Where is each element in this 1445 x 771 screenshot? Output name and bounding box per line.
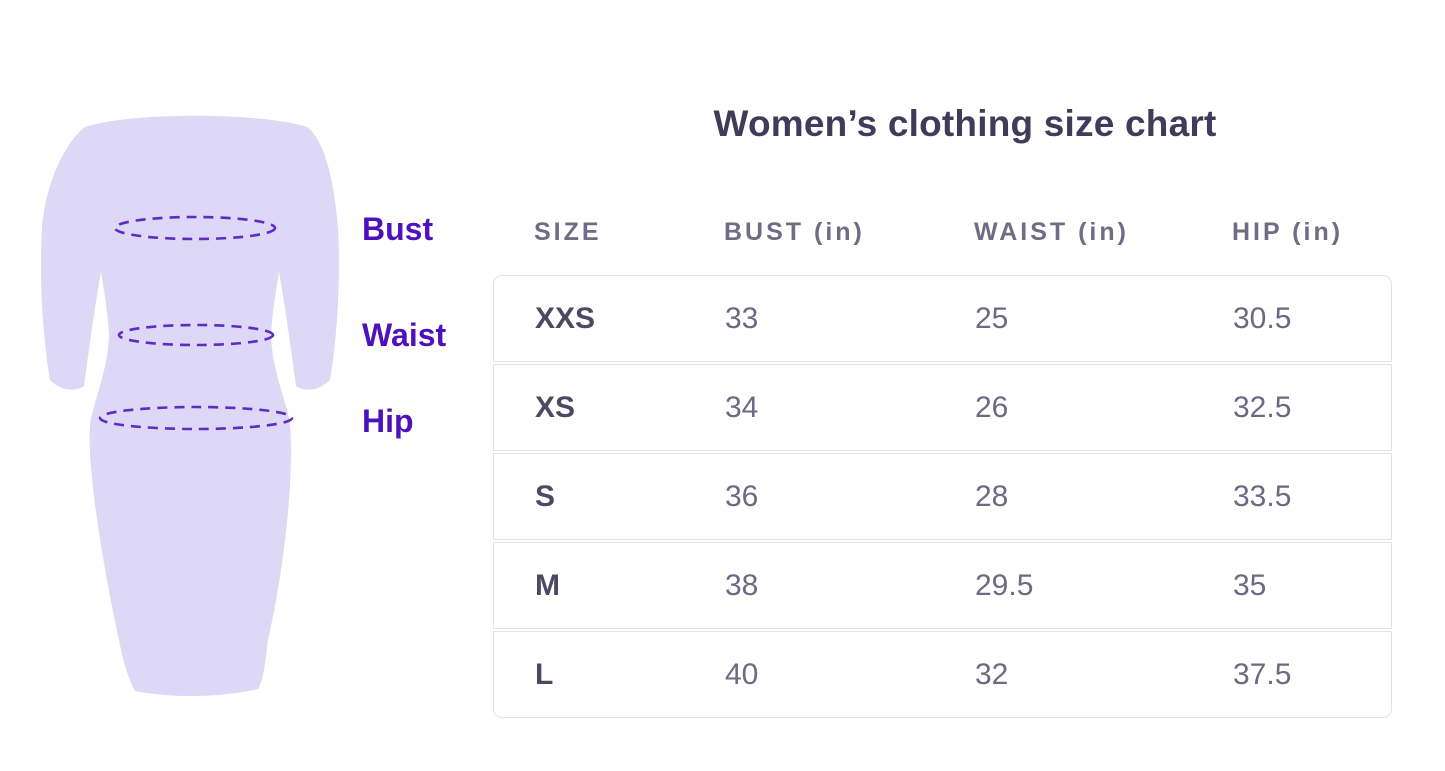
dress-illustration — [40, 115, 340, 697]
table-row-m: M 38 29.5 35 — [493, 542, 1392, 629]
size-cell: L — [535, 657, 554, 691]
size-cell: XS — [535, 390, 576, 424]
hip-cell: 32.5 — [1233, 390, 1292, 424]
header-size: SIZE — [534, 218, 602, 246]
size-cell: M — [535, 568, 560, 602]
table-row-xxs: XXS 33 25 30.5 — [493, 275, 1392, 362]
hip-cell: 30.5 — [1233, 301, 1292, 335]
hip-label: Hip — [362, 403, 414, 439]
hip-cell: 37.5 — [1233, 657, 1292, 691]
waist-cell: 26 — [975, 390, 1009, 424]
hip-cell: 33.5 — [1233, 479, 1292, 513]
size-cell: XXS — [535, 301, 596, 335]
header-bust: BUST (in) — [724, 218, 865, 246]
table-row-l: L 40 32 37.5 — [493, 631, 1392, 718]
header-waist: WAIST (in) — [974, 218, 1129, 246]
size-table-header: SIZE BUST (in) WAIST (in) HIP (in) — [493, 218, 1392, 247]
bust-measurement-line — [113, 215, 277, 241]
table-row-s: S 36 28 33.5 — [493, 453, 1392, 540]
waist-cell: 32 — [975, 657, 1009, 691]
bust-cell: 38 — [725, 568, 759, 602]
bust-cell: 40 — [725, 657, 759, 691]
dress-silhouette — [40, 115, 340, 697]
bust-label: Bust — [362, 211, 434, 247]
hip-measurement-line — [98, 405, 294, 431]
table-row-xs: XS 34 26 32.5 — [493, 364, 1392, 451]
waist-cell: 25 — [975, 301, 1009, 335]
size-cell: S — [535, 479, 556, 513]
hip-cell: 35 — [1233, 568, 1267, 602]
waist-cell: 28 — [975, 479, 1009, 513]
page-title: Women’s clothing size chart — [713, 103, 1217, 144]
waist-cell: 29.5 — [975, 568, 1034, 602]
bust-cell: 33 — [725, 301, 759, 335]
waist-label: Waist — [362, 317, 447, 353]
waist-measurement-line — [117, 323, 275, 347]
size-table: XXS 33 25 30.5 XS 34 26 32.5 S 36 28 33.… — [493, 275, 1392, 718]
bust-cell: 36 — [725, 479, 759, 513]
header-hip: HIP (in) — [1232, 218, 1344, 246]
bust-cell: 34 — [725, 390, 759, 424]
